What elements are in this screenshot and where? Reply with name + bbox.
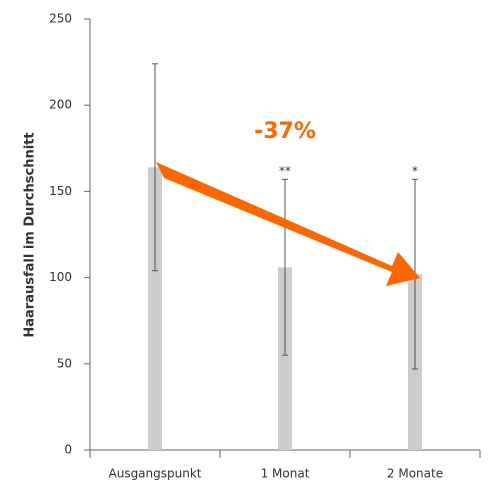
significance-label: ** xyxy=(279,164,291,178)
x-tick-label: Ausgangspunkt xyxy=(109,467,202,481)
y-tick-label: 150 xyxy=(49,184,72,198)
y-axis-label: Haarausfall im Durchschnitt xyxy=(23,132,38,337)
y-tick-label: 200 xyxy=(49,98,72,112)
y-tick-label: 50 xyxy=(57,356,72,370)
x-tick-label: 2 Monate xyxy=(387,467,443,481)
y-tick-label: 250 xyxy=(49,12,72,26)
x-tick-label: 1 Monat xyxy=(261,467,310,481)
bar xyxy=(278,267,292,450)
annotation: -37% xyxy=(254,119,316,144)
trend-arrow xyxy=(156,162,420,286)
significance-label: * xyxy=(412,164,418,178)
y-tick-label: 0 xyxy=(64,443,72,457)
y-tick-label: 100 xyxy=(49,270,72,284)
bar xyxy=(148,167,162,450)
